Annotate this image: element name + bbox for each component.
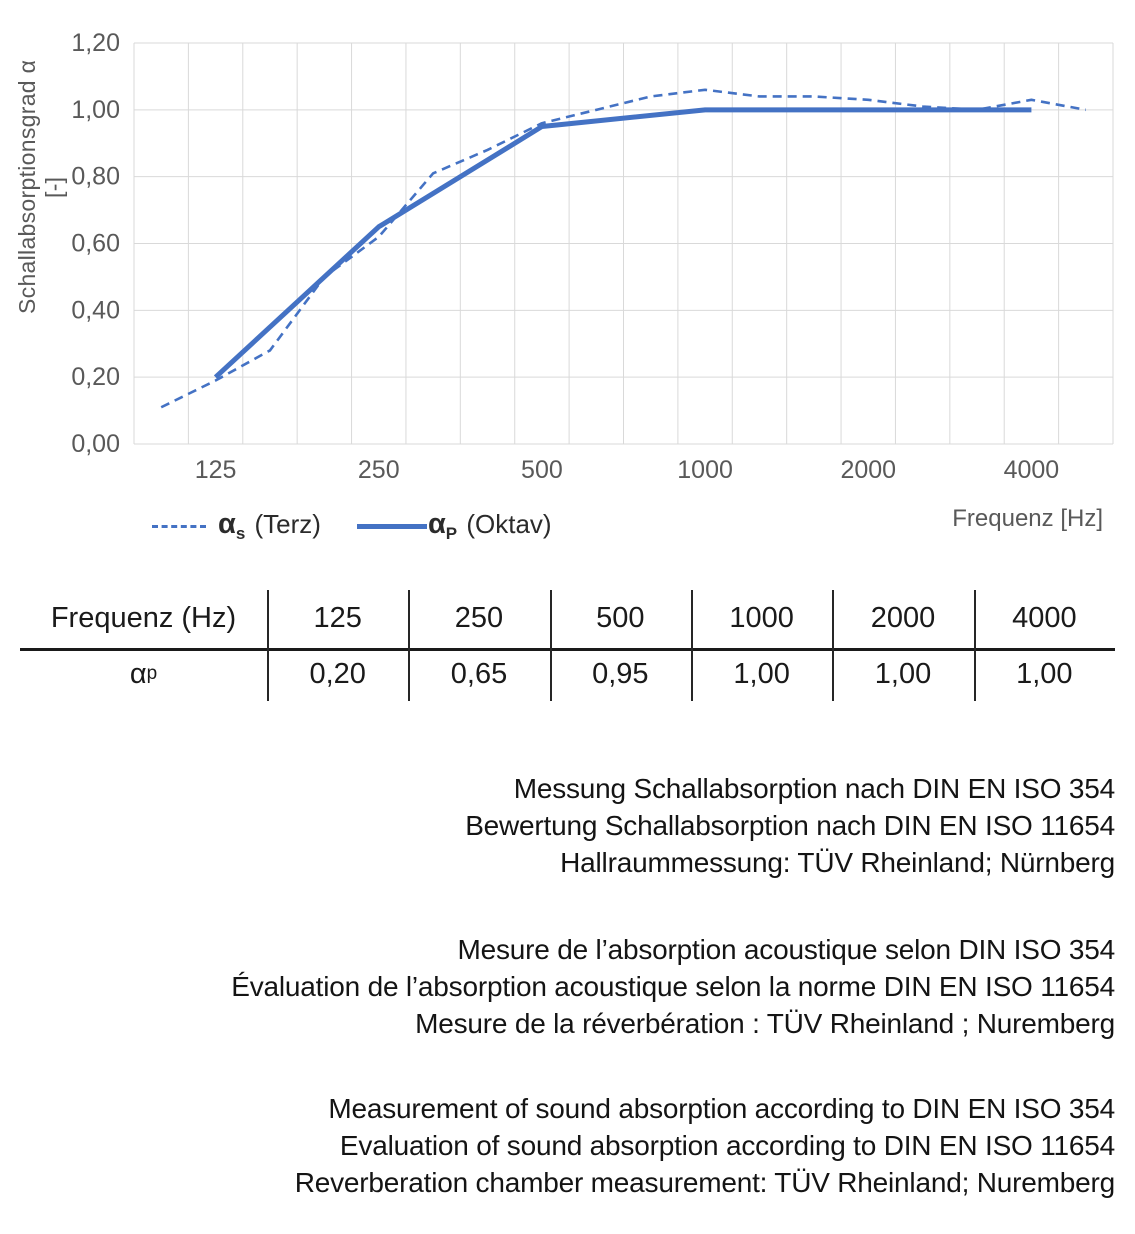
- note-line: Mesure de l’absorption acoustique selon …: [457, 934, 1115, 965]
- absorption-chart: 0,00 0,20 0,40 0,60 0,80 1,00 1,20 125 250 500 100…: [0, 0, 1135, 560]
- table-value-500: 0,95: [592, 657, 649, 690]
- note-line: Measurement of sound absorption accordin…: [328, 1093, 1115, 1124]
- y-axis-title: Schallabsorptionsgrad α [-]: [14, 59, 67, 315]
- x-tick-label: 1000: [677, 456, 733, 484]
- table-value-2000: 1,00: [874, 657, 932, 690]
- y-tick-label: 0,20: [71, 363, 120, 391]
- table-column-line: [267, 590, 269, 701]
- series-line-oktav: [213, 107, 1032, 380]
- chart-canvas: 0,00 0,20 0,40 0,60 0,80 1,00 1,20 125 250 500 100…: [71, 29, 1114, 484]
- table-header-4000: 4000: [1012, 601, 1077, 634]
- note-line: Messung Schallabsorption nach DIN EN ISO…: [513, 773, 1115, 804]
- y-tick-label: 1,00: [71, 96, 120, 124]
- note-line: Evaluation of sound absorption according…: [339, 1130, 1115, 1161]
- y-tick-label: 0,00: [71, 430, 120, 458]
- y-tick-label: 0,80: [71, 163, 120, 191]
- alpha-subscript: P: [445, 524, 458, 544]
- table-column-line: [408, 590, 410, 701]
- table-header-250: 250: [454, 601, 504, 634]
- legend-label-oktav: αP (Oktav): [428, 508, 552, 544]
- table-value-4000: 1,00: [1016, 657, 1073, 690]
- alpha-subscript: p: [146, 663, 158, 684]
- series-line-terz: [160, 88, 1087, 409]
- table-divider: [20, 648, 1115, 651]
- alpha-subscript: s: [235, 524, 246, 544]
- legend-item-oktav: αP (Oktav): [356, 508, 552, 544]
- legend-text: (Oktav): [459, 509, 552, 539]
- legend-item-terz: αs (Terz): [152, 508, 321, 544]
- x-tick-label: 2000: [840, 456, 896, 484]
- table-value-250: 0,65: [450, 657, 508, 690]
- chart-legend: αs (Terz) αP (Oktav): [152, 508, 552, 544]
- table-value-1000: 1,00: [733, 657, 790, 690]
- absorption-table: Frequenz (Hz) 125 250 500 1000 2000 4000…: [20, 588, 1115, 703]
- table-header-2000: 2000: [870, 601, 936, 634]
- table-header-1000: 1000: [729, 601, 794, 634]
- legend-label-terz: αs (Terz): [218, 508, 321, 544]
- alpha-symbol: α: [129, 657, 147, 690]
- table-header-125: 125: [313, 601, 362, 634]
- y-tick-label: 0,40: [71, 296, 120, 324]
- table-value-125: 0,20: [309, 657, 366, 690]
- legend-solid-line-sample: [356, 523, 427, 529]
- table-column-line: [832, 590, 834, 701]
- note-line: Hallraummessung: TÜV Rheinland; Nürnberg: [560, 847, 1115, 878]
- note-line: Reverberation chamber measurement: TÜV R…: [294, 1167, 1116, 1198]
- alpha-symbol: α: [218, 508, 236, 540]
- x-axis-title: Frequenz [Hz]: [952, 505, 1103, 532]
- table-header-row: Frequenz (Hz) 125 250 500 1000 2000 4000: [20, 588, 1115, 648]
- legend-dashed-line-sample: [152, 524, 206, 528]
- y-tick-label: 0,60: [71, 230, 120, 258]
- y-tick-label: 1,20: [71, 29, 120, 57]
- table-header-frequency: Frequenz (Hz): [50, 601, 237, 634]
- table-column-line: [691, 590, 693, 701]
- note-block-french: Mesure de l’absorption acoustique selon …: [15, 931, 1115, 1042]
- table-column-line: [550, 590, 552, 701]
- note-block-english: Measurement of sound absorption accordin…: [15, 1090, 1116, 1201]
- legend-text: (Terz): [247, 509, 321, 539]
- alpha-symbol: α: [427, 508, 446, 540]
- x-tick-label: 250: [358, 456, 400, 484]
- note-line: Évaluation de l’absorption acoustique se…: [231, 971, 1115, 1002]
- note-line: Mesure de la réverbération : TÜV Rheinla…: [415, 1008, 1115, 1039]
- x-tick-label: 500: [521, 456, 563, 484]
- x-tick-label: 4000: [1004, 456, 1060, 484]
- table-header-500: 500: [596, 601, 645, 634]
- x-tick-label: 125: [195, 456, 237, 484]
- note-block-german: Messung Schallabsorption nach DIN EN ISO…: [15, 770, 1115, 881]
- table-column-line: [974, 590, 976, 701]
- note-line: Bewertung Schallabsorption nach DIN EN I…: [465, 810, 1115, 841]
